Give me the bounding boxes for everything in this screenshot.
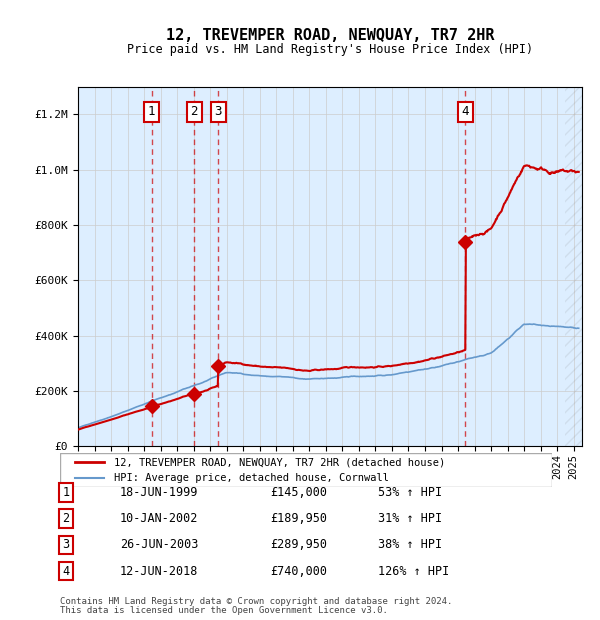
Text: HPI: Average price, detached house, Cornwall: HPI: Average price, detached house, Corn… [114,473,389,483]
Text: £189,950: £189,950 [270,513,327,525]
Text: 126% ↑ HPI: 126% ↑ HPI [378,565,449,577]
Text: 10-JAN-2002: 10-JAN-2002 [120,513,199,525]
Text: Price paid vs. HM Land Registry's House Price Index (HPI): Price paid vs. HM Land Registry's House … [127,43,533,56]
Text: 12, TREVEMPER ROAD, NEWQUAY, TR7 2HR: 12, TREVEMPER ROAD, NEWQUAY, TR7 2HR [166,28,494,43]
Text: £145,000: £145,000 [270,487,327,499]
Text: 3: 3 [62,539,70,551]
Bar [565,87,582,446]
Text: 4: 4 [62,565,70,577]
Text: 2: 2 [190,105,198,118]
Text: This data is licensed under the Open Government Licence v3.0.: This data is licensed under the Open Gov… [60,606,388,615]
Text: 1: 1 [62,487,70,499]
Text: 38% ↑ HPI: 38% ↑ HPI [378,539,442,551]
Text: 12-JUN-2018: 12-JUN-2018 [120,565,199,577]
Text: 18-JUN-1999: 18-JUN-1999 [120,487,199,499]
Text: 1: 1 [148,105,155,118]
Text: £740,000: £740,000 [270,565,327,577]
Text: 53% ↑ HPI: 53% ↑ HPI [378,487,442,499]
FancyBboxPatch shape [60,453,552,487]
Text: 26-JUN-2003: 26-JUN-2003 [120,539,199,551]
Text: 31% ↑ HPI: 31% ↑ HPI [378,513,442,525]
Text: Contains HM Land Registry data © Crown copyright and database right 2024.: Contains HM Land Registry data © Crown c… [60,597,452,606]
Text: 2: 2 [62,513,70,525]
Text: 3: 3 [214,105,222,118]
Text: 4: 4 [461,105,469,118]
Text: 12, TREVEMPER ROAD, NEWQUAY, TR7 2HR (detached house): 12, TREVEMPER ROAD, NEWQUAY, TR7 2HR (de… [114,457,445,467]
Text: £289,950: £289,950 [270,539,327,551]
